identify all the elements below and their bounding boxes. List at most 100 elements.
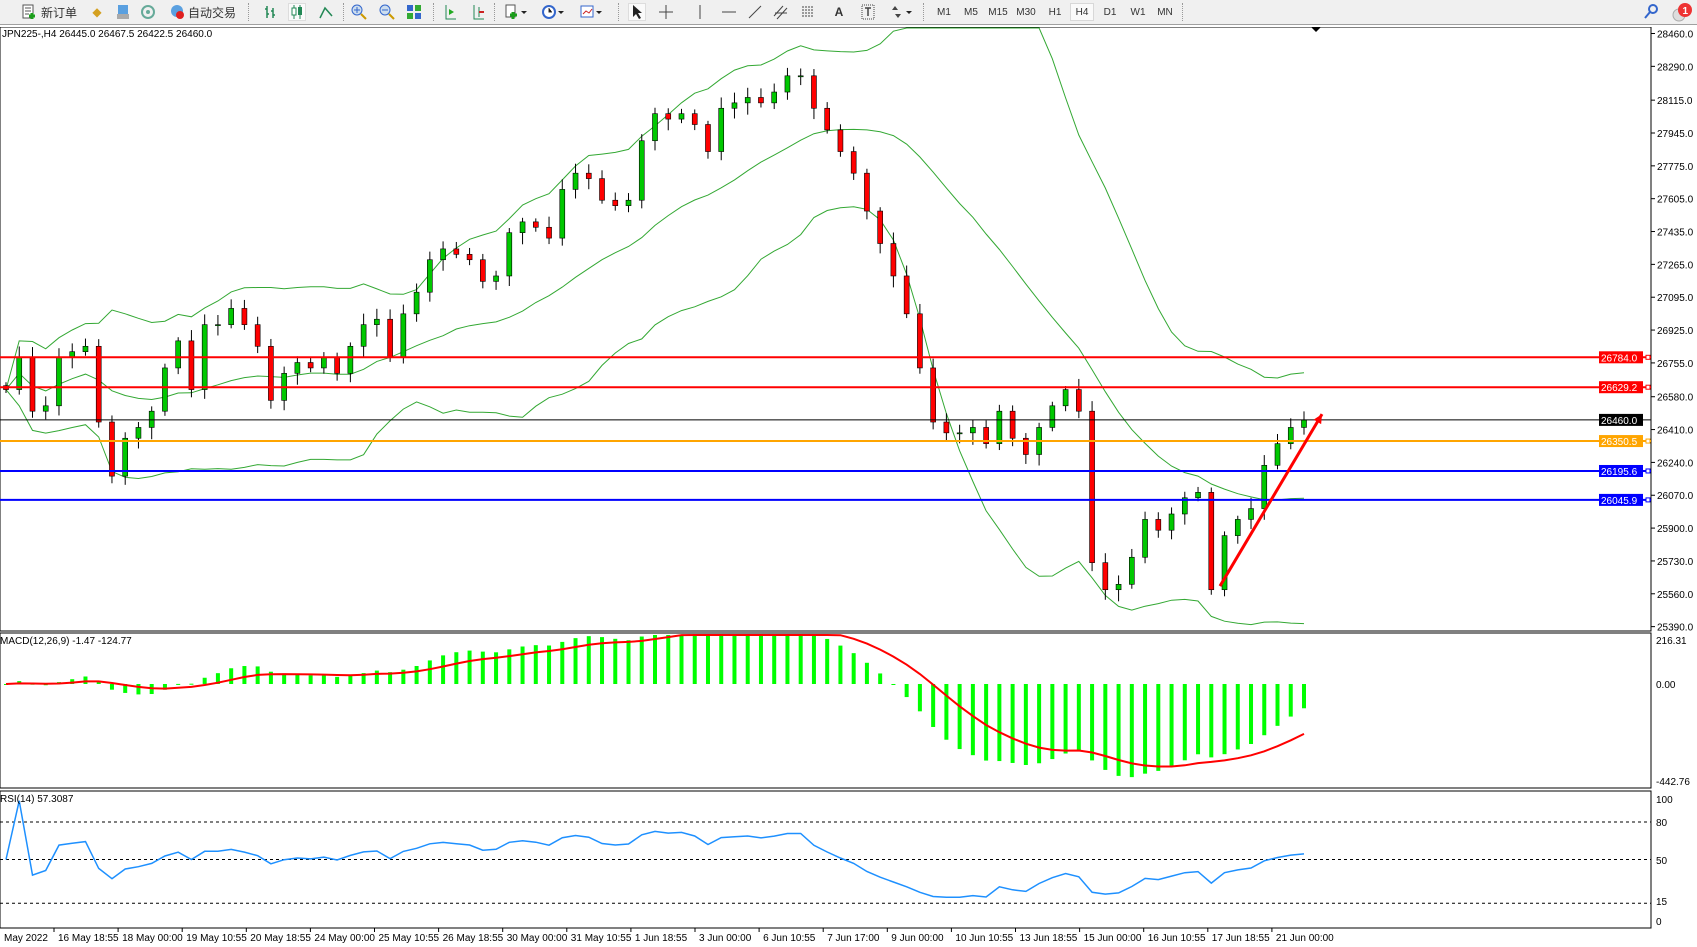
time-axis-label: 25 May 10:55 bbox=[379, 933, 440, 944]
time-axis-label: 30 May 00:00 bbox=[507, 933, 568, 944]
auto-trading-button[interactable]: 自动交易 bbox=[188, 5, 237, 20]
bollinger-band-lower bbox=[5, 206, 1305, 626]
macd-histogram-bar bbox=[520, 646, 525, 684]
candlestick-icon[interactable] bbox=[288, 3, 306, 21]
macd-histogram-bar bbox=[123, 684, 128, 693]
macd-histogram-bar bbox=[1156, 684, 1161, 771]
candle-bearish bbox=[307, 362, 314, 369]
price-axis-label: 25730.0 bbox=[1657, 557, 1694, 568]
macd-histogram-bar bbox=[1076, 684, 1081, 751]
macd-histogram-bar bbox=[507, 649, 512, 684]
candle-bullish bbox=[744, 97, 751, 104]
price-axis-label: 27605.0 bbox=[1657, 195, 1694, 206]
macd-histogram-bar bbox=[904, 684, 909, 698]
cursor-icon[interactable] bbox=[628, 3, 646, 21]
new-order-button[interactable]: 新订单 bbox=[40, 5, 77, 20]
macd-histogram-bar bbox=[83, 676, 88, 684]
timeframe-m30-button[interactable]: M30 bbox=[1016, 6, 1036, 18]
candle-bearish bbox=[1155, 519, 1162, 531]
arrows-icon[interactable] bbox=[888, 3, 914, 21]
text-icon[interactable]: A bbox=[834, 5, 844, 19]
candle-bearish bbox=[1208, 492, 1215, 591]
tile-windows-icon[interactable] bbox=[405, 3, 423, 21]
indicators-icon[interactable] bbox=[504, 3, 528, 21]
vertical-line-icon[interactable] bbox=[691, 3, 709, 21]
line-handle[interactable] bbox=[1645, 468, 1651, 474]
timeframe-m5-button[interactable]: M5 bbox=[964, 6, 978, 18]
autoscroll-icon[interactable] bbox=[469, 3, 487, 21]
line-handle[interactable] bbox=[1645, 497, 1651, 503]
macd-histogram-bar bbox=[1129, 684, 1134, 778]
notification-icon[interactable]: 1 bbox=[1670, 3, 1694, 22]
macd-histogram-bar bbox=[825, 638, 830, 684]
macd-histogram-bar bbox=[785, 635, 790, 684]
candle-bearish bbox=[930, 367, 936, 423]
macd-histogram-bar bbox=[136, 684, 141, 695]
timeframe-w1-button[interactable]: W1 bbox=[1130, 6, 1146, 18]
macd-histogram-bar bbox=[560, 641, 565, 684]
candle-bullish bbox=[638, 140, 645, 201]
macd-axis-label: -442.76 bbox=[1656, 777, 1690, 788]
macd-histogram-bar bbox=[838, 645, 843, 684]
chart-canvas[interactable]: 28460.0 28290.0 28115.0 27945.0 27775.0 27605… bbox=[0, 26, 1697, 944]
candle-bullish bbox=[1168, 513, 1175, 531]
candle-bullish bbox=[16, 356, 23, 390]
timeframe-m15-button[interactable]: M15 bbox=[988, 6, 1008, 18]
time-axis-label: May 2022 bbox=[4, 933, 48, 944]
candle-bearish bbox=[546, 226, 552, 239]
macd-histogram-bar bbox=[295, 674, 300, 684]
text-label-icon[interactable] bbox=[859, 3, 877, 21]
line-handle[interactable] bbox=[1645, 438, 1651, 444]
bar-chart-icon[interactable] bbox=[261, 3, 279, 21]
trendline-icon[interactable] bbox=[746, 3, 764, 21]
candle-bearish bbox=[1076, 389, 1082, 412]
zoom-out-icon[interactable] bbox=[378, 3, 396, 21]
macd-histogram-bar bbox=[96, 681, 101, 684]
time-axis-label: 13 Jun 18:55 bbox=[1020, 933, 1078, 944]
candle-bearish bbox=[917, 313, 923, 369]
candle-bullish bbox=[413, 291, 420, 315]
line-chart-icon[interactable] bbox=[317, 3, 335, 21]
candle-bullish bbox=[678, 113, 685, 120]
candle-bearish bbox=[890, 243, 897, 277]
channel-icon[interactable] bbox=[772, 3, 790, 21]
timeframe-d1-button[interactable]: D1 bbox=[1103, 6, 1117, 18]
line-handle[interactable] bbox=[1645, 384, 1651, 390]
candle-bullish bbox=[175, 340, 181, 369]
market-watch-icon[interactable] bbox=[114, 3, 132, 21]
rsi-axis-label: 80 bbox=[1656, 818, 1668, 829]
zoom-in-icon[interactable] bbox=[350, 3, 368, 21]
search-icon[interactable] bbox=[1642, 3, 1660, 21]
fibonacci-icon[interactable] bbox=[800, 3, 818, 21]
macd-histogram-bar bbox=[1262, 684, 1267, 736]
macd-histogram-bar bbox=[1037, 684, 1042, 764]
time-axis-label: 19 May 10:55 bbox=[186, 933, 247, 944]
signal-icon[interactable] bbox=[139, 3, 157, 21]
auto-trading-icon[interactable] bbox=[168, 3, 186, 21]
timeframe-h4-button[interactable]: H4 bbox=[1070, 3, 1094, 21]
timeframe-h1-button[interactable]: H1 bbox=[1048, 6, 1062, 18]
macd-histogram-bar bbox=[494, 652, 499, 684]
chart-title: JPN225-,H4 26445.0 26467.5 26422.5 26460… bbox=[2, 29, 213, 40]
crosshair-icon[interactable] bbox=[657, 3, 675, 21]
chart-shift-icon[interactable] bbox=[441, 3, 459, 21]
horizontal-line-icon[interactable] bbox=[720, 3, 738, 21]
chart-window[interactable]: 28460.0 28290.0 28115.0 27945.0 27775.0 27605… bbox=[0, 26, 1697, 944]
new-order-icon[interactable] bbox=[20, 3, 38, 21]
trend-arrow-line[interactable] bbox=[1218, 413, 1324, 587]
macd-histogram-bar bbox=[454, 652, 459, 684]
macd-histogram-bar bbox=[348, 675, 353, 684]
templates-icon[interactable] bbox=[579, 3, 603, 21]
gold-icon[interactable]: ◆ bbox=[92, 5, 102, 19]
candle-bearish bbox=[665, 113, 672, 120]
timeframe-m1-button[interactable]: M1 bbox=[937, 6, 951, 18]
line-handle[interactable] bbox=[1645, 354, 1651, 360]
timeframe-mn-button[interactable]: MN bbox=[1157, 6, 1173, 18]
candle-bullish bbox=[440, 248, 446, 261]
macd-histogram-bar bbox=[268, 671, 273, 684]
candle-bearish bbox=[1102, 562, 1109, 591]
macd-histogram-bar bbox=[1209, 684, 1214, 758]
toolbar-separator bbox=[248, 3, 250, 21]
periods-icon[interactable] bbox=[541, 3, 565, 21]
candle-bearish bbox=[1089, 410, 1095, 563]
